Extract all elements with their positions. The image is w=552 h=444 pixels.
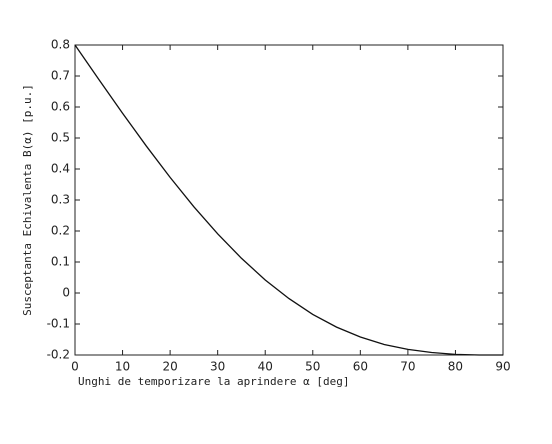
x-tick-label: 70 [400,360,415,374]
y-tick-label: 0.6 [51,100,70,114]
y-tick-label: 0.4 [51,162,70,176]
x-tick-label: 90 [495,360,510,374]
y-axis-label: Susceptanta Echivalenta B(α) [p.u.] [21,84,34,316]
y-tick-label: -0.2 [47,348,70,362]
line-series [74,44,503,356]
y-tick-label: -0.1 [47,317,70,331]
y-tick-label: 0.3 [51,193,70,207]
x-tick-label: 60 [353,360,368,374]
y-tick-label: 0.5 [51,131,70,145]
x-tick-label: 0 [71,360,79,374]
x-tick-label: 20 [162,360,177,374]
x-tick-label: 40 [258,360,273,374]
x-tick-label: 10 [115,360,130,374]
x-tick-label: 30 [210,360,225,374]
plot-frame [74,44,504,356]
y-tick-label: 0.2 [51,224,70,238]
y-tick-label: 0.8 [51,38,70,52]
x-tick-label: 50 [305,360,320,374]
x-axis-label: Unghi de temporizare la aprindere α [deg… [78,375,350,388]
y-tick-label: 0.1 [51,255,70,269]
x-tick-label: 80 [448,360,463,374]
y-tick-label: 0.7 [51,69,70,83]
y-tick-label: 0 [62,286,70,300]
